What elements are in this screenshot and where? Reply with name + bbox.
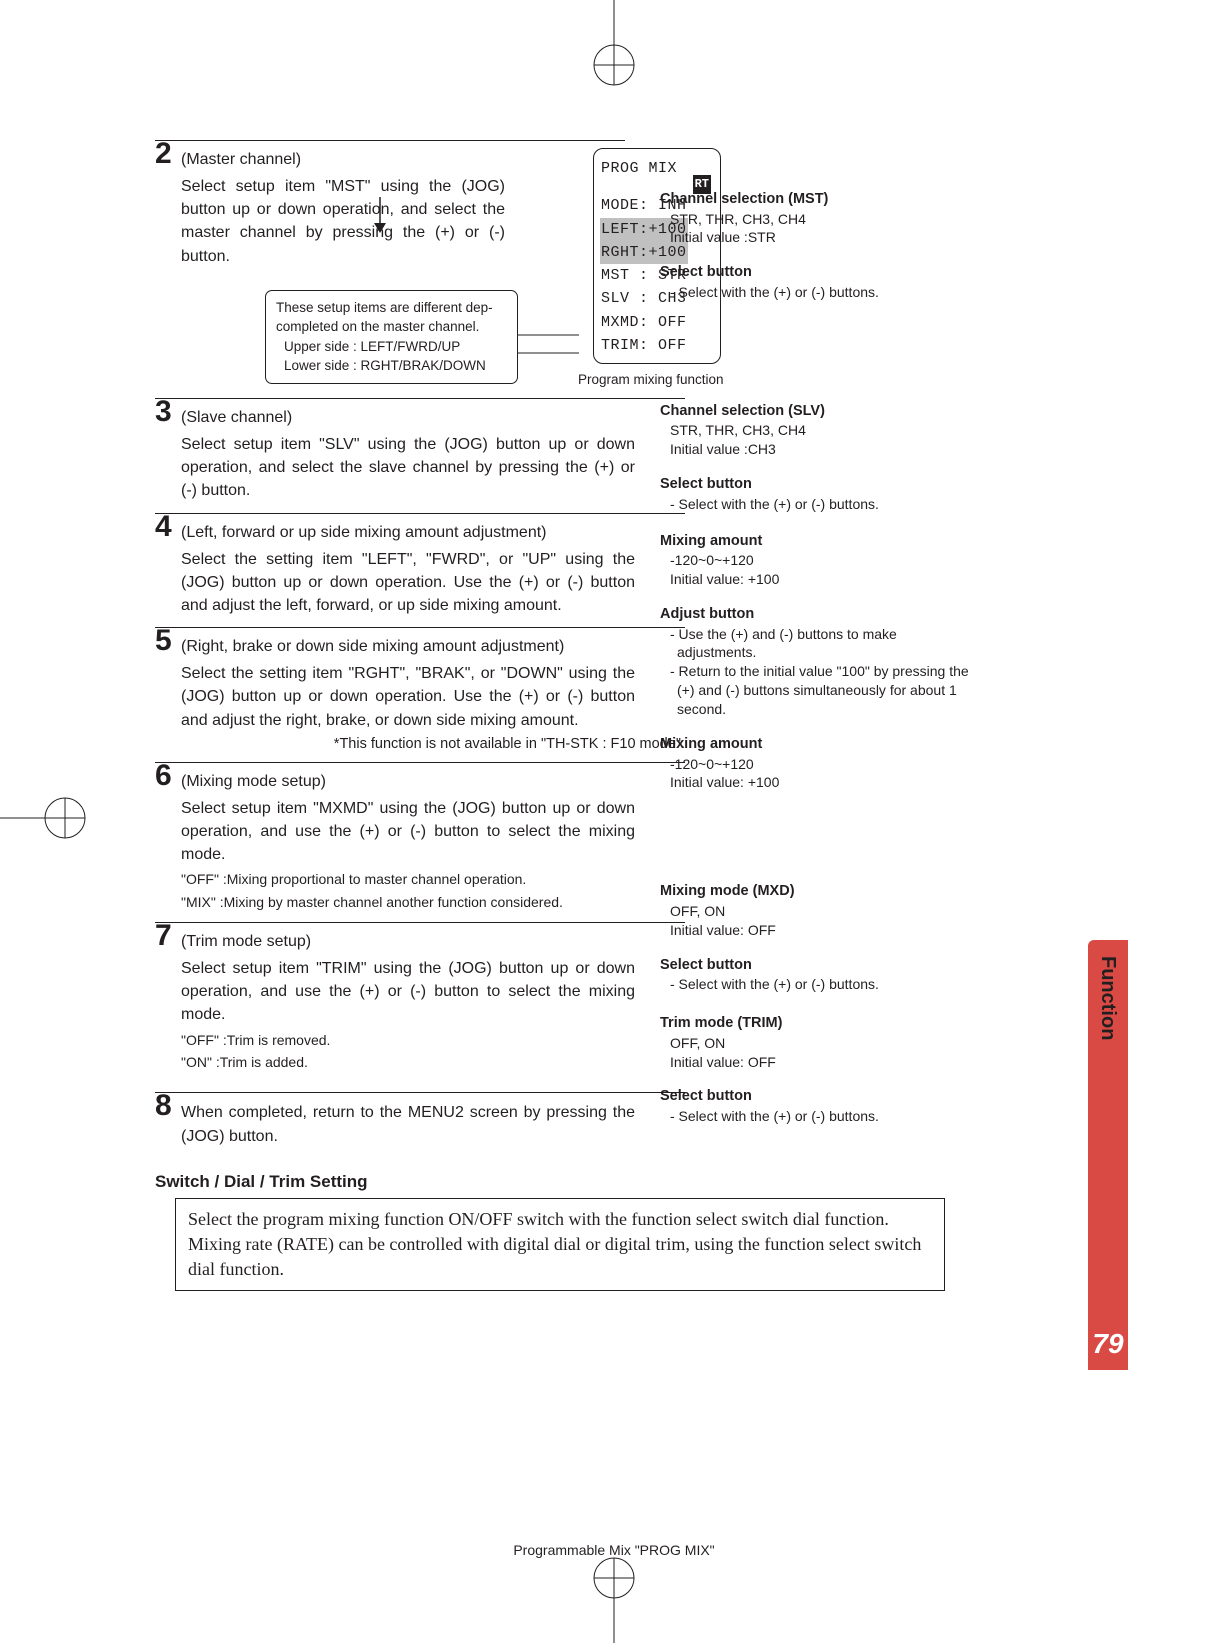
arrow-down-icon [370,197,390,240]
side-text: OFF, ON [660,902,970,921]
step-note: "OFF" :Trim is removed. [155,1027,685,1050]
step-body: Select setup item "SLV" using the (JOG) … [155,427,635,503]
side-bullet: - Select with the (+) or (-) buttons. [660,283,970,302]
side-block: Channel selection (SLV)STR, THR, CH3, CH… [660,402,970,459]
side-tab: Function 79 [1088,940,1128,1370]
step-body: When completed, return to the MENU2 scre… [155,1099,635,1147]
info-box: Select the program mixing function ON/OF… [175,1198,945,1292]
step-2: 2 (Master channel) Select setup item "MS… [155,140,625,398]
side-block: Mixing amount-120~0~+120Initial value: +… [660,735,970,792]
page-content: Function 79 PROG MIX RT MODE: INH LEFT:+… [100,90,1128,1558]
side-text: Initial value: +100 [660,773,970,792]
side-block: Select button- Select with the (+) or (-… [660,263,970,301]
callout-line: Lower side : RGHT/BRAK/DOWN [276,356,507,376]
side-heading: Trim mode (TRIM) [660,1014,970,1034]
step-note: "MIX" :Mixing by master channel another … [155,889,685,912]
side-block: Adjust button- Use the (+) and (-) butto… [660,605,970,719]
side-heading: Mixing amount [660,532,970,552]
connector-line-icon [517,329,579,359]
step-body: Select setup item "MXMD" using the (JOG)… [155,791,635,867]
step-body: Select setup item "MST" using the (JOG) … [155,169,505,268]
crop-mark-bottom [554,1553,674,1648]
step-label: (Mixing mode setup) [155,769,685,791]
side-block: Select button- Select with the (+) or (-… [660,475,970,513]
step-label: (Master channel) [155,147,625,169]
step-7: 7 (Trim mode setup) Select setup item "T… [155,922,685,1092]
step-body: Select the setting item "RGHT", "BRAK", … [155,656,635,732]
side-block: Mixing amount-120~0~+120Initial value: +… [660,532,970,589]
side-block: Channel selection (MST)STR, THR, CH3, CH… [660,190,970,247]
side-heading: Select button [660,1087,970,1107]
step-number: 3 [155,395,172,429]
side-block: Select button- Select with the (+) or (-… [660,1087,970,1125]
side-column: Channel selection (MST)STR, THR, CH3, CH… [660,190,970,1142]
side-heading: Adjust button [660,605,970,625]
side-heading: Channel selection (SLV) [660,402,970,422]
step-label: (Right, brake or down side mixing amount… [155,634,685,656]
side-heading: Select button [660,263,970,283]
side-bullet: - Use the (+) and (-) buttons to make ad… [660,625,970,663]
step-note: "OFF" :Mixing proportional to master cha… [155,866,685,889]
side-text: Initial value: OFF [660,921,970,940]
crop-mark-top [554,0,674,90]
side-bullet: - Return to the initial value "100" by p… [660,662,970,719]
side-text: -120~0~+120 [660,755,970,774]
section-heading: Switch / Dial / Trim Setting [155,1172,755,1192]
footer-title: Programmable Mix "PROG MIX" [100,1542,1128,1558]
side-heading: Channel selection (MST) [660,190,970,210]
step-3: 3 (Slave channel) Select setup item "SLV… [155,398,685,513]
side-bullet: - Select with the (+) or (-) buttons. [660,975,970,994]
page-number: 79 [1088,1328,1128,1360]
step-number: 7 [155,919,172,953]
step-4: 4 (Left, forward or up side mixing amoun… [155,513,685,628]
side-text: STR, THR, CH3, CH4 [660,421,970,440]
step-number: 2 [155,137,172,171]
side-heading: Select button [660,956,970,976]
step-note: *This function is not available in "TH-S… [155,732,685,752]
side-text: -120~0~+120 [660,551,970,570]
side-block: Trim mode (TRIM)OFF, ONInitial value: OF… [660,1014,970,1071]
step-number: 6 [155,759,172,793]
step-label: (Trim mode setup) [155,929,685,951]
side-heading: Mixing mode (MXD) [660,882,970,902]
step-number: 5 [155,624,172,658]
side-block: Select button- Select with the (+) or (-… [660,956,970,994]
step-body: Select the setting item "LEFT", "FWRD", … [155,542,635,618]
side-bullet: - Select with the (+) or (-) buttons. [660,495,970,514]
step-number: 8 [155,1089,172,1123]
step-label: (Left, forward or up side mixing amount … [155,520,685,542]
side-tab-label: Function [1088,940,1119,1040]
side-text: OFF, ON [660,1034,970,1053]
step-6: 6 (Mixing mode setup) Select setup item … [155,762,685,922]
step-label: (Slave channel) [155,405,685,427]
step-note: "ON" :Trim is added. [155,1049,685,1072]
step-number: 4 [155,510,172,544]
side-text: STR, THR, CH3, CH4 [660,210,970,229]
callout-line: Upper side : LEFT/FWRD/UP [276,337,507,357]
side-text: Initial value :STR [660,228,970,247]
side-heading: Mixing amount [660,735,970,755]
side-block: Mixing mode (MXD)OFF, ONInitial value: O… [660,882,970,939]
step-8: 8 When completed, return to the MENU2 sc… [155,1092,685,1157]
callout-box: These setup items are different dep-comp… [265,290,518,384]
step-5: 5 (Right, brake or down side mixing amou… [155,627,685,762]
side-heading: Select button [660,475,970,495]
callout-line: These setup items are different dep-comp… [276,298,507,337]
side-text: Initial value: OFF [660,1053,970,1072]
side-text: Initial value :CH3 [660,440,970,459]
crop-mark-left [0,758,90,883]
step-body: Select setup item "TRIM" using the (JOG)… [155,951,635,1027]
side-text: Initial value: +100 [660,570,970,589]
side-bullet: - Select with the (+) or (-) buttons. [660,1107,970,1126]
